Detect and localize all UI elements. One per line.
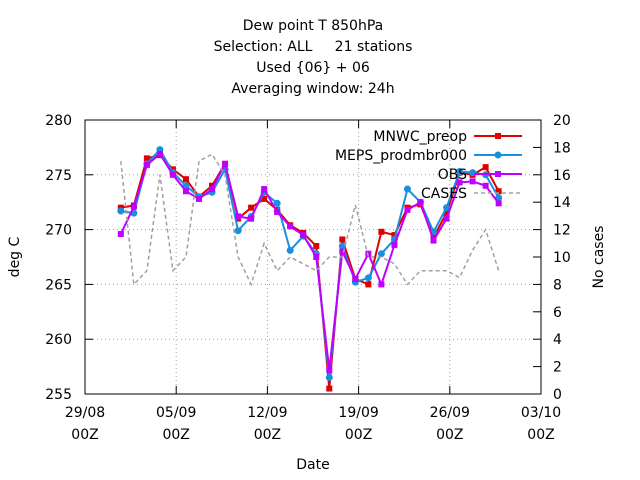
y2-tick-label: 6 — [553, 305, 562, 321]
data-point — [364, 274, 372, 282]
y2-tick-label: 12 — [553, 223, 571, 239]
data-point — [338, 242, 346, 250]
data-point — [339, 248, 346, 255]
data-point — [130, 203, 137, 210]
data-point — [182, 176, 189, 183]
data-point — [313, 254, 320, 260]
x-tick-label: 29/08 00Z — [65, 405, 105, 443]
y-tick-label: 255 — [45, 387, 72, 403]
plot-frame — [84, 119, 542, 395]
data-point — [443, 204, 451, 212]
data-point — [261, 186, 268, 193]
chart-title: Dew point T 850hPa — [243, 18, 383, 34]
legend-label: MEPS_prodmbr000 — [335, 148, 467, 164]
y2-tick-label: 18 — [553, 140, 571, 156]
data-point — [456, 179, 463, 186]
data-point — [378, 281, 385, 288]
data-point — [430, 234, 437, 241]
legend-label: OBS — [438, 167, 467, 183]
y-tick-label: 280 — [45, 113, 72, 129]
data-point — [300, 232, 307, 239]
data-point — [209, 182, 216, 189]
data-point — [469, 169, 477, 177]
data-point — [404, 206, 411, 213]
data-point — [273, 199, 281, 207]
x-tick-label: 03/10 00Z — [521, 405, 561, 443]
data-point — [234, 227, 242, 235]
data-point — [430, 237, 437, 244]
data-point — [261, 195, 268, 202]
data-point — [287, 223, 294, 230]
x-tick-label: 19/09 00Z — [338, 405, 378, 443]
data-point — [169, 171, 176, 178]
data-point — [196, 195, 202, 202]
data-point — [326, 385, 333, 392]
data-point — [182, 188, 189, 195]
y2-tick-label: 4 — [553, 332, 562, 348]
data-point — [352, 275, 359, 282]
data-point — [117, 207, 125, 215]
data-point — [403, 185, 411, 193]
x-axis-label: Date — [296, 457, 329, 473]
y2-tick-label: 8 — [553, 277, 562, 293]
legend-marker — [495, 171, 501, 177]
data-point — [417, 199, 424, 206]
data-point — [443, 215, 450, 222]
y2-tick-label: 14 — [553, 195, 571, 211]
data-point — [209, 186, 216, 193]
data-point — [391, 241, 398, 248]
data-point — [117, 230, 124, 237]
data-point — [326, 366, 333, 373]
data-point — [313, 243, 320, 250]
data-point — [325, 374, 333, 382]
y2-axis-label: No cases — [591, 226, 607, 289]
data-point — [365, 281, 372, 288]
chart-title: Averaging window: 24h — [231, 81, 394, 97]
data-point — [482, 182, 489, 189]
x-tick-label: 12/09 00Z — [247, 405, 287, 443]
data-point — [339, 236, 346, 243]
series-line — [120, 153, 500, 287]
y2-tick-label: 2 — [553, 360, 562, 376]
x-tick-label: 26/09 00Z — [430, 405, 470, 443]
data-point — [248, 204, 255, 211]
y-tick-label: 270 — [45, 223, 72, 239]
chart-title: Selection: ALL 21 stations — [214, 39, 413, 55]
data-point — [456, 168, 464, 176]
legend-label: CASES — [421, 186, 467, 202]
x-tick-label: 05/09 00Z — [156, 405, 196, 443]
data-point — [222, 160, 229, 167]
y2-tick-label: 20 — [553, 113, 571, 129]
data-point — [274, 209, 281, 216]
data-point — [391, 232, 398, 239]
data-point — [143, 155, 150, 162]
legend-marker — [494, 151, 502, 159]
y2-tick-label: 16 — [553, 168, 571, 184]
data-point — [482, 164, 489, 171]
y-tick-label: 265 — [45, 277, 72, 293]
data-point — [377, 250, 385, 258]
data-point — [443, 210, 450, 217]
data-point — [143, 161, 150, 168]
data-point — [156, 150, 163, 157]
chart-title: Used {06} + 06 — [256, 60, 370, 76]
legend-marker — [495, 133, 501, 139]
y-tick-label: 275 — [45, 168, 72, 184]
data-point — [235, 213, 242, 220]
y-tick-label: 260 — [45, 332, 72, 348]
data-point — [469, 178, 476, 185]
y2-tick-label: 10 — [553, 250, 571, 266]
y-axis-label: deg C — [7, 236, 23, 277]
data-point — [365, 250, 372, 257]
data-point — [495, 200, 502, 207]
data-point — [378, 228, 385, 235]
legend-label: MNWC_preop — [373, 129, 467, 145]
data-point — [286, 246, 294, 254]
data-point — [495, 188, 502, 195]
y2-tick-label: 0 — [553, 387, 562, 403]
data-point — [248, 215, 255, 222]
